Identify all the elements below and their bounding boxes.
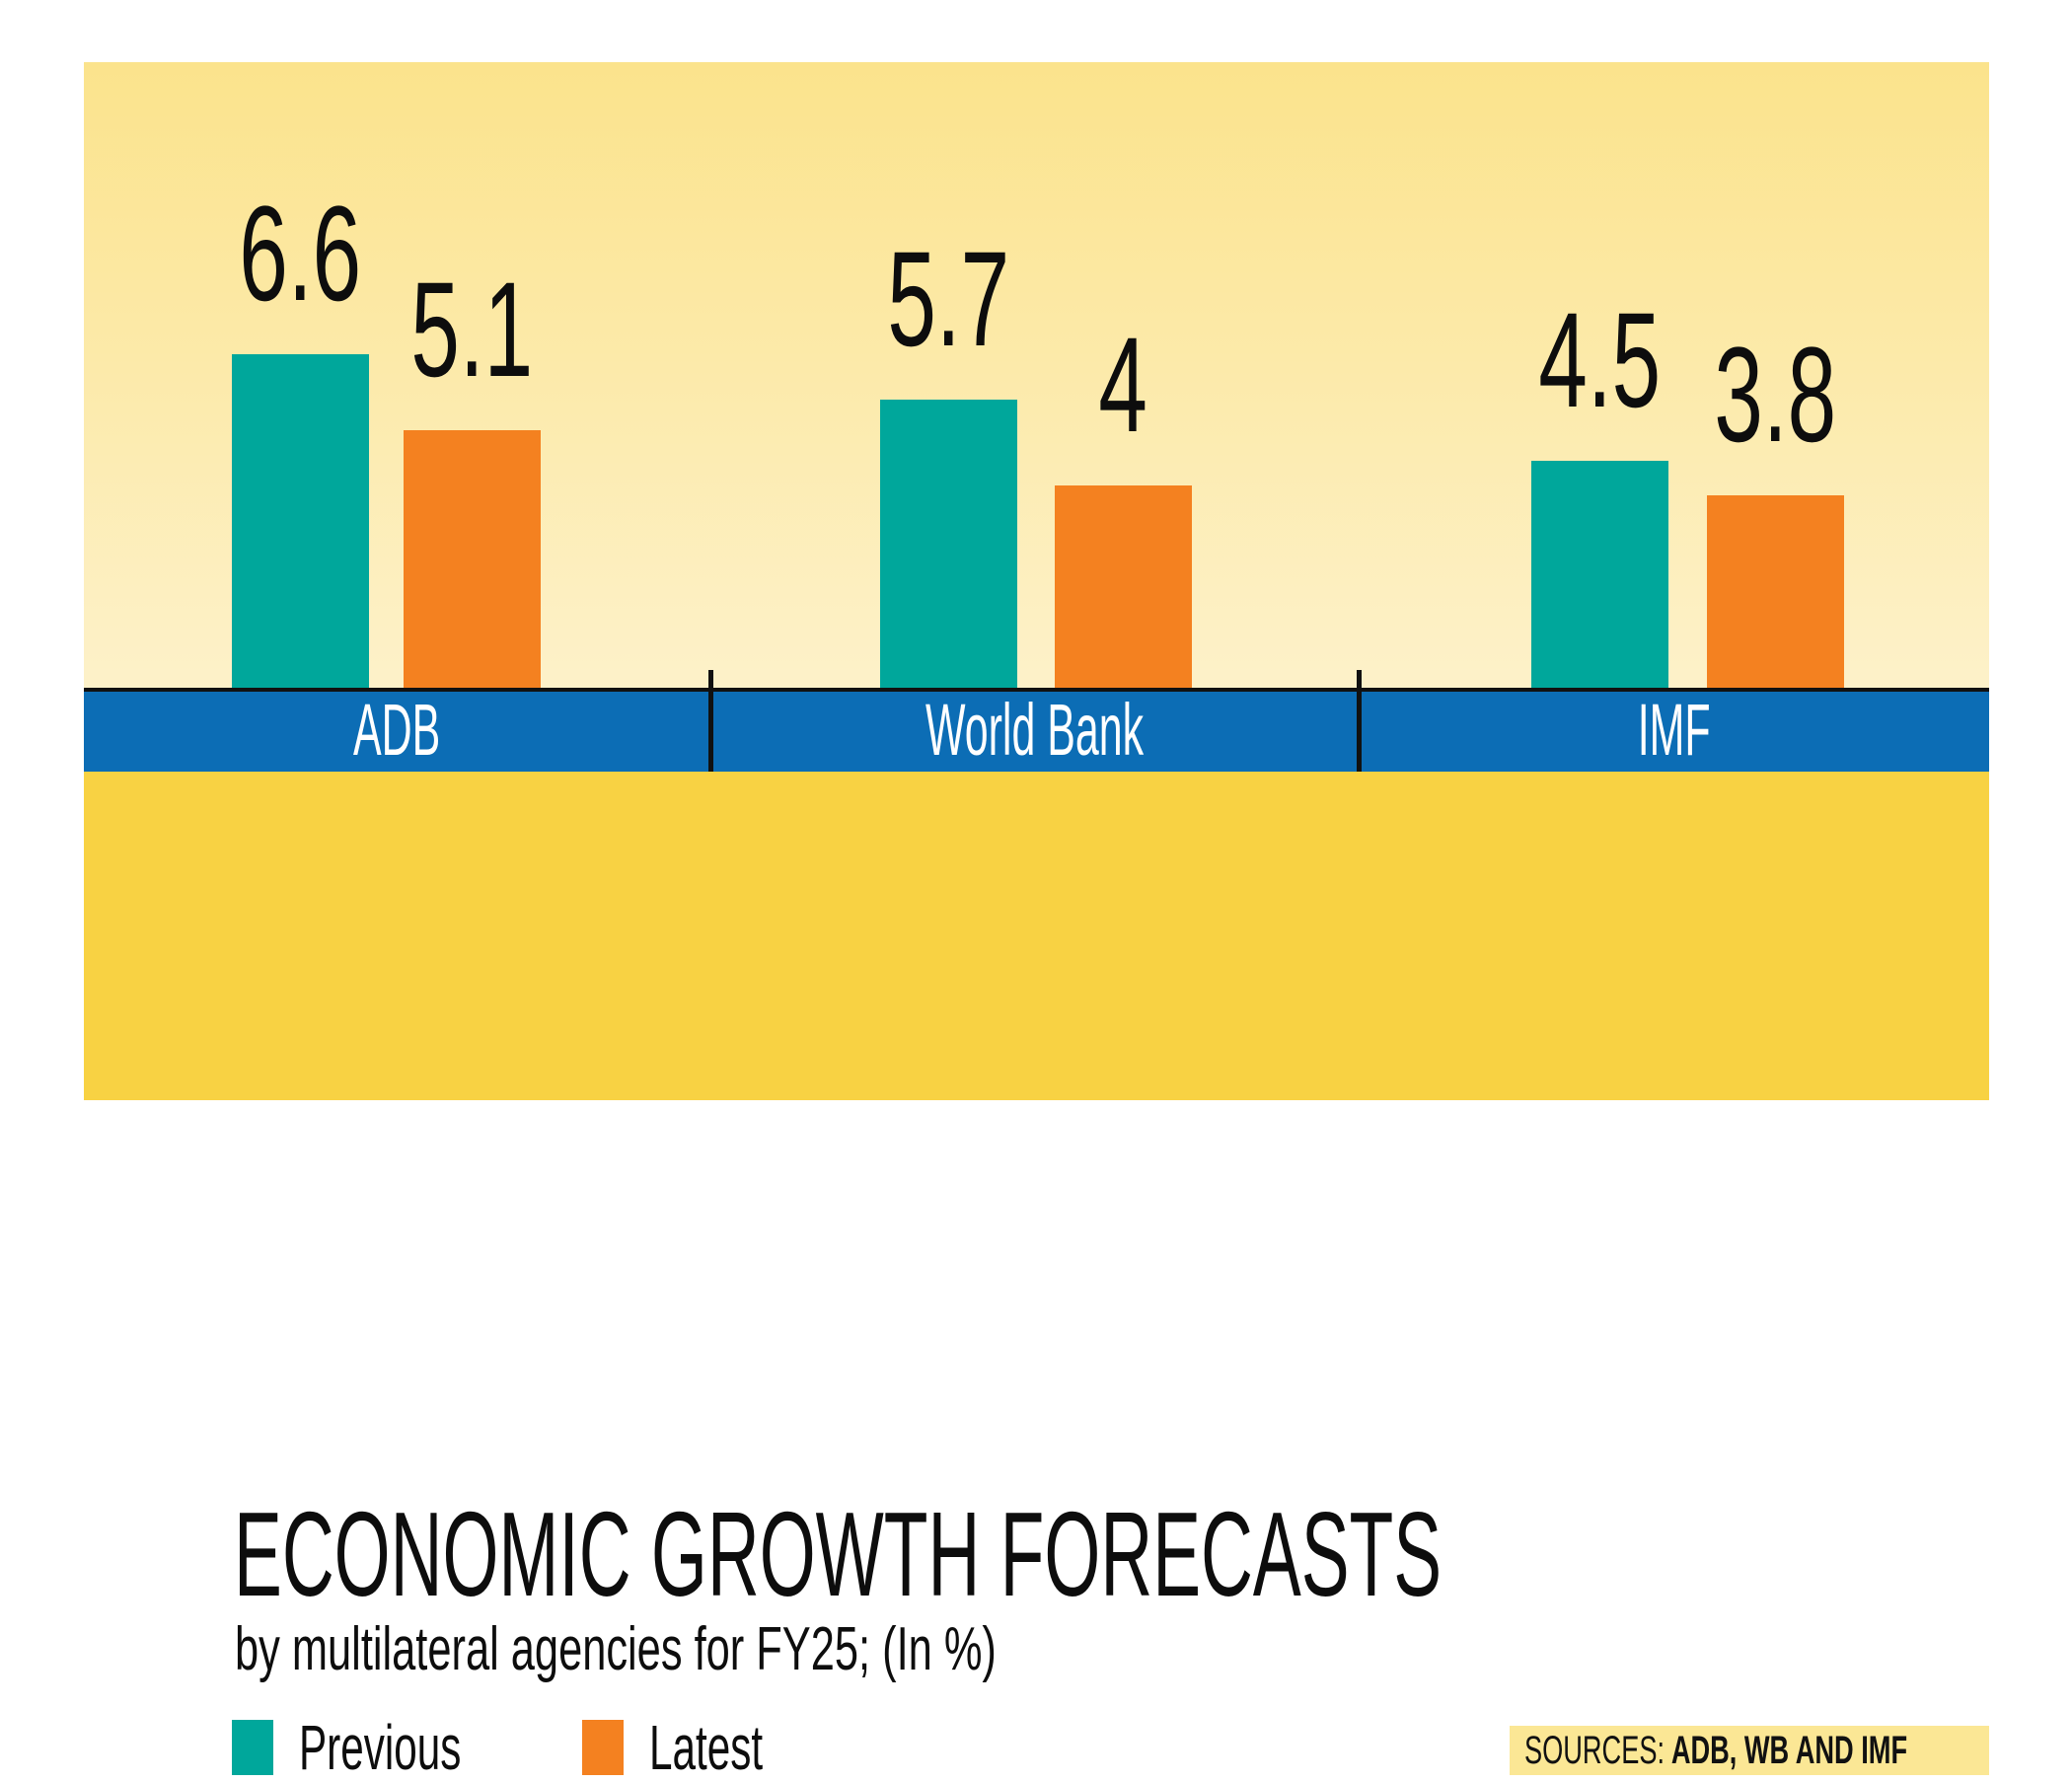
legend-label-previous: Previous	[299, 1712, 462, 1783]
category-label-adb: ADB	[353, 689, 441, 771]
x-axis-baseline	[84, 688, 1989, 692]
legend-swatch-previous-icon	[232, 1720, 273, 1775]
category-label-world-bank: World Bank	[925, 689, 1145, 771]
bar-latest-world-bank	[1055, 485, 1192, 688]
chart-subtitle: by multilateral agencies for FY25; (In %…	[235, 1615, 997, 1683]
sources-label: SOURCES:	[1523, 1728, 1665, 1772]
value-label-previous-imf: 4.5	[1538, 285, 1662, 436]
bar-previous-imf	[1531, 461, 1668, 688]
group-divider-2	[1357, 670, 1362, 772]
group-divider-1	[708, 670, 713, 772]
legend-item-previous: Previous	[232, 1712, 545, 1783]
bar-previous-adb	[232, 354, 369, 688]
chart-footer-band: ECONOMIC GROWTH FORECASTS by multilatera…	[84, 772, 1989, 1779]
legend-swatch-latest-icon	[582, 1720, 624, 1775]
value-label-latest-imf: 3.8	[1714, 320, 1837, 471]
category-label-imf: IMF	[1637, 689, 1711, 771]
legend-item-latest: Latest	[582, 1712, 821, 1783]
bar-latest-adb	[404, 430, 541, 688]
sources-value: ADB, WB AND IMF	[1670, 1728, 1908, 1772]
legend-label-latest: Latest	[649, 1712, 764, 1783]
value-label-latest-adb: 5.1	[410, 255, 534, 406]
value-label-previous-world-bank: 5.7	[887, 224, 1010, 375]
value-label-previous-adb: 6.6	[239, 179, 362, 330]
sources-box: SOURCES: ADB, WB AND IMF	[1510, 1726, 1989, 1775]
infographic-card: 6.6 5.1 5.7 4 4.5 3.8 ADB World Bank IMF ECON…	[84, 62, 1989, 1779]
bar-previous-world-bank	[880, 400, 1017, 688]
chart-title: ECONOMIC GROWTH FORECASTS	[234, 1487, 1443, 1621]
value-label-latest-world-bank: 4	[1098, 310, 1148, 461]
chart-plot-area: 6.6 5.1 5.7 4 4.5 3.8	[84, 62, 1989, 688]
category-axis-band: ADB World Bank IMF	[84, 692, 1989, 772]
bar-latest-imf	[1707, 495, 1844, 688]
